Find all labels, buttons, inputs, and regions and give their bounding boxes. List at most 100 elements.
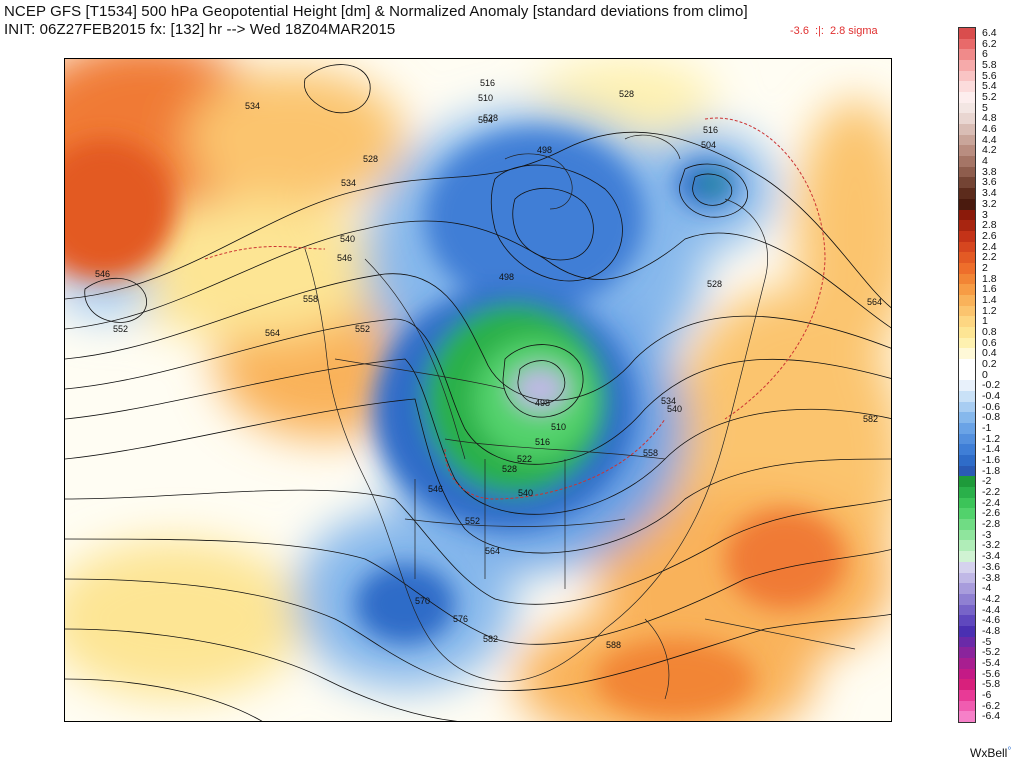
colorbar-tick-label: -2.4 (982, 496, 1001, 509)
coastlines (304, 134, 856, 700)
colorbar-tick-label: -3.6 (982, 560, 1001, 573)
colorbar-swatch (959, 433, 975, 445)
colorbar-tick-label: 5.2 (982, 91, 997, 104)
colorbar-swatch (959, 358, 975, 371)
map-title: NCEP GFS [T1534] 500 hPa Geopotential He… (4, 3, 748, 20)
contour-label: 510 (551, 422, 566, 432)
wxbell-logo: WxBell° (970, 746, 1011, 760)
colorbar-tick-label: 1.4 (982, 293, 997, 306)
colorbar-tick-label: 4.4 (982, 133, 997, 146)
contour-label: 528 (502, 464, 517, 474)
contour-label: 534 (341, 178, 356, 188)
contour-label: 510 (478, 93, 493, 103)
contour-label: 498 (535, 398, 550, 408)
colorbar-tick-label: -5.8 (982, 678, 1001, 691)
colorbar-tick-label: 2.8 (982, 219, 997, 232)
colorbar-swatch (959, 508, 975, 520)
colorbar-swatch (959, 209, 975, 221)
colorbar-swatch (959, 657, 975, 670)
colorbar-tick-label: -2.8 (982, 518, 1001, 531)
colorbar-swatch (959, 561, 975, 574)
colorbar-swatch (959, 188, 975, 200)
contour-label: 504 (701, 140, 716, 150)
colorbar-swatch (959, 177, 975, 189)
colorbar-tick-label: -2.2 (982, 486, 1001, 499)
colorbar-tick-label: -2.6 (982, 507, 1001, 520)
contour-label: 546 (337, 253, 352, 263)
contour-label: 582 (863, 414, 878, 424)
colorbar-swatch (959, 124, 975, 136)
contour-label: 552 (355, 324, 370, 334)
colorbar-swatch (959, 529, 975, 541)
colorbar-tick-label: -6 (982, 688, 992, 701)
colorbar-swatch (959, 689, 975, 702)
colorbar-swatch (959, 423, 975, 435)
contour-label: 552 (113, 324, 128, 334)
colorbar-swatch (959, 465, 975, 477)
colorbar-swatch (959, 241, 975, 253)
colorbar-tick-label: -2 (982, 475, 992, 488)
colorbar-tick-label: 5.8 (982, 59, 997, 72)
colorbar-tick-label: 2.6 (982, 229, 997, 242)
contour-label: 528 (707, 279, 722, 289)
colorbar-tick-label: 5 (982, 101, 988, 114)
colorbar-tick-label: -4.8 (982, 624, 1001, 637)
colorbar-tick-label: 3.2 (982, 197, 997, 210)
contour-label: 516 (535, 437, 550, 447)
contour-label: 528 (483, 113, 498, 123)
colorbar-tick-label: -4 (982, 582, 992, 595)
colorbar-tick-label: 0 (982, 368, 988, 381)
colorbar-tick-label: 4.6 (982, 123, 997, 136)
colorbar-tick-label: 2 (982, 261, 988, 274)
colorbar-tick-label: -4.2 (982, 592, 1001, 605)
colorbar-tick-label: 0.4 (982, 347, 997, 360)
colorbar-swatch (959, 700, 975, 712)
colorbar-swatch (959, 262, 975, 275)
contour-label: 504 (478, 115, 493, 125)
colorbar-swatch (959, 273, 975, 285)
colorbar-tick-label: 3.6 (982, 176, 997, 189)
anomaly-map: 5345285345465525405465585645525165105044… (64, 58, 892, 722)
contour-label: 534 (661, 396, 676, 406)
colorbar-tick-label: -6.4 (982, 710, 1001, 723)
colorbar-swatch (959, 391, 975, 403)
colorbar-swatch (959, 326, 975, 339)
colorbar-tick-label: 3.4 (982, 187, 997, 200)
colorbar-tick-label: 1 (982, 315, 988, 328)
anomaly-shading-core (65, 129, 845, 719)
colorbar-tick-label: -1 (982, 422, 992, 435)
contour-label: 588 (606, 640, 621, 650)
contour-label: 576 (453, 614, 468, 624)
contour-label: 546 (428, 484, 443, 494)
contour-label: 528 (619, 89, 634, 99)
sigma-separator: :|: (814, 25, 824, 37)
colorbar-tick-label: 6.2 (982, 37, 997, 50)
contour-label: 558 (643, 448, 658, 458)
colorbar-swatch (959, 284, 975, 296)
colorbar-swatch (959, 316, 975, 328)
anomaly-zero-line (204, 117, 826, 500)
colorbar-swatch (959, 294, 975, 307)
sigma-max-label: 2.8 sigma (829, 25, 878, 37)
contour-label: 546 (95, 269, 110, 279)
contour-label: 582 (483, 634, 498, 644)
colorbar-swatch (959, 668, 975, 680)
contour-label: 540 (518, 488, 533, 498)
colorbar-tick-label: -4.6 (982, 614, 1001, 627)
colorbar-swatch (959, 156, 975, 168)
colorbar-tick-label: -0.4 (982, 390, 1001, 402)
colorbar-tick-label: -0.6 (982, 400, 1001, 413)
colorbar-tick-label: 5.4 (982, 80, 997, 93)
colorbar-tick-label: -6.2 (982, 699, 1001, 712)
colorbar-swatch (959, 636, 975, 648)
contour-label: 564 (485, 546, 500, 556)
colorbar-swatch (959, 60, 975, 72)
colorbar-swatch (959, 540, 975, 552)
colorbar-swatch (959, 252, 975, 264)
colorbar-swatch (959, 305, 975, 317)
contour-label: 552 (465, 516, 480, 526)
colorbar-tick-label: -3.4 (982, 550, 1001, 563)
colorbar-swatch (959, 647, 975, 659)
contour-label: 516 (703, 125, 718, 135)
colorbar-swatch (959, 113, 975, 125)
